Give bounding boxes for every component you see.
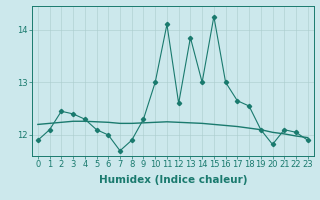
X-axis label: Humidex (Indice chaleur): Humidex (Indice chaleur): [99, 175, 247, 185]
